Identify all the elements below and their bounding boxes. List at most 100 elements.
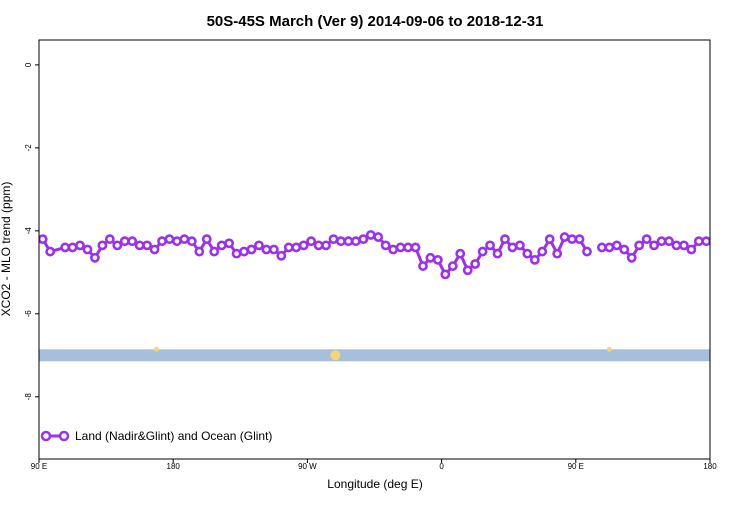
legend-marker-right (58, 430, 70, 442)
data-point (246, 244, 257, 255)
data-point (291, 242, 302, 253)
y-tick-label: -8 (24, 393, 33, 401)
data-point (142, 240, 153, 251)
data-point (67, 242, 78, 253)
data-point (104, 234, 115, 245)
data-point (350, 236, 361, 247)
data-point (701, 236, 710, 247)
data-point (209, 246, 220, 257)
data-point (544, 234, 555, 245)
data-point (693, 236, 704, 247)
data-point (432, 254, 443, 265)
y-tick-label: -2 (24, 144, 33, 152)
data-point (418, 261, 428, 271)
data-point (239, 246, 249, 257)
data-point (492, 248, 503, 259)
data-point (410, 242, 421, 253)
data-point (537, 246, 548, 257)
data-point (134, 240, 145, 251)
data-point (186, 236, 197, 247)
data-point (649, 240, 659, 251)
data-point (380, 240, 391, 251)
data-point (336, 236, 346, 247)
data-point (157, 236, 167, 247)
data-point (604, 242, 615, 253)
x-tick-label: 180 (167, 462, 181, 471)
data-point (514, 240, 525, 251)
data-point (500, 234, 510, 245)
data-point (343, 236, 354, 247)
data-point (440, 269, 451, 280)
data-point (39, 234, 48, 245)
data-point (194, 246, 205, 257)
x-tick-label: 90 E (31, 462, 47, 471)
data-point (276, 250, 287, 261)
data-point (75, 240, 85, 251)
data-point (455, 248, 466, 259)
y-tick-label: -6 (24, 310, 33, 318)
reference-band (39, 349, 710, 362)
data-point (231, 248, 242, 259)
data-point (261, 244, 272, 255)
plot-frame (38, 39, 711, 460)
data-point (470, 259, 481, 269)
data-point (596, 242, 607, 253)
x-tick-label: 90 W (298, 462, 317, 471)
data-point (567, 234, 577, 245)
legend-label: Land (Nadir&Glint) and Ocean (Glint) (75, 429, 272, 443)
land-marker (606, 346, 612, 352)
data-point (97, 240, 108, 251)
data-point (559, 232, 570, 242)
data-point (201, 234, 212, 245)
data-point (283, 242, 294, 253)
data-point (45, 246, 56, 257)
data-point (365, 230, 376, 240)
data-point (507, 242, 518, 253)
plot-area (39, 230, 710, 362)
y-tick-label: 0 (24, 62, 33, 67)
data-point (127, 236, 138, 247)
data-point (395, 242, 406, 253)
x-axis-title: Longitude (deg E) (327, 477, 422, 491)
data-point (582, 246, 592, 257)
data-point (671, 240, 682, 251)
data-point (216, 240, 227, 251)
data-point (522, 248, 533, 259)
legend-marker-left (40, 430, 52, 442)
data-point (149, 244, 160, 255)
data-point (708, 238, 710, 245)
data-point (388, 244, 399, 255)
data-point (313, 240, 324, 251)
data-point (611, 240, 622, 251)
data-point (119, 236, 130, 247)
data-point (254, 240, 264, 251)
data-point (90, 252, 100, 263)
data-point (425, 252, 436, 263)
data-point (172, 236, 182, 247)
data-point (679, 240, 689, 251)
land-marker (153, 346, 159, 352)
x-tick-label: 0 (439, 462, 444, 471)
land-marker (330, 350, 341, 361)
data-point (619, 244, 630, 255)
legend: Land (Nadir&Glint) and Ocean (Glint) (40, 429, 272, 443)
data-point (574, 234, 585, 245)
data-point (321, 240, 331, 251)
data-point (179, 234, 190, 245)
x-tick-label: 180 (703, 462, 717, 471)
data-point (485, 240, 495, 251)
data-point (656, 236, 667, 247)
data-point (306, 236, 317, 247)
data-point (112, 240, 123, 251)
data-point (686, 244, 697, 255)
y-axis: 0 -2 -4 -6 -8 (24, 62, 39, 400)
data-point (626, 252, 637, 263)
data-point (164, 234, 175, 245)
x-tick-label: 90 E (568, 462, 584, 471)
data-point (529, 254, 540, 265)
data-point (634, 240, 645, 251)
data-point (373, 232, 384, 242)
data-point (664, 236, 674, 247)
data-point (447, 261, 458, 271)
